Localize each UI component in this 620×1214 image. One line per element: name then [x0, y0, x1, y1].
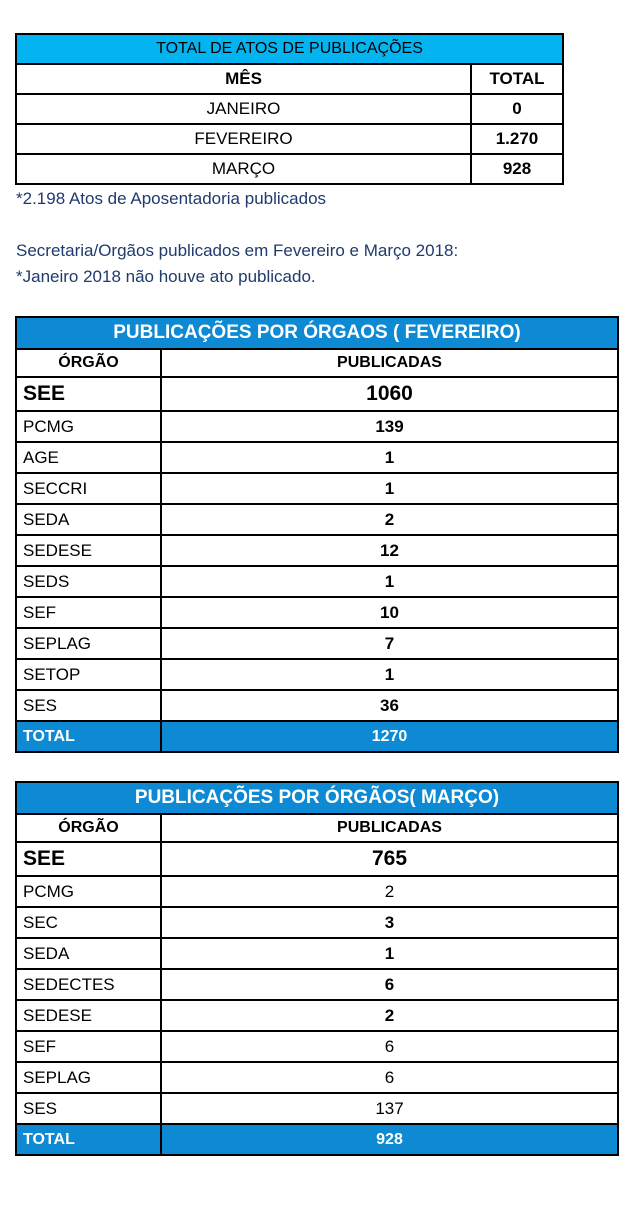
table-row: SEPLAG 7: [15, 627, 619, 660]
month-cell: FEVEREIRO: [15, 123, 472, 155]
org-cell: SEE: [15, 841, 162, 877]
org-cell: SEF: [15, 1030, 162, 1063]
fevereiro-table: PUBLICAÇÕES POR ÓRGAOS ( FEVEREIRO) ÓRGÃ…: [15, 316, 619, 753]
value-cell: 139: [160, 410, 619, 443]
org-cell: SEDS: [15, 565, 162, 598]
value-cell: 10: [160, 596, 619, 629]
value-cell: 36: [160, 689, 619, 722]
org-cell: SEDESE: [15, 999, 162, 1032]
total-label: TOTAL: [15, 1123, 162, 1156]
value-cell: 765: [160, 841, 619, 877]
month-cell: JANEIRO: [15, 93, 472, 125]
table-title: PUBLICAÇÕES POR ÓRGÃOS( MARÇO): [15, 781, 619, 815]
total-label: TOTAL: [15, 720, 162, 753]
value-cell: 1: [160, 472, 619, 505]
org-cell: SEF: [15, 596, 162, 629]
table-title: PUBLICAÇÕES POR ÓRGAOS ( FEVEREIRO): [15, 316, 619, 350]
table-row: MARÇO 928: [15, 153, 564, 185]
org-cell: SECCRI: [15, 472, 162, 505]
value-cell: 1: [160, 658, 619, 691]
column-header-total: TOTAL: [470, 63, 564, 95]
value-cell: 12: [160, 534, 619, 567]
table-row: AGE 1: [15, 441, 619, 474]
table-row: SEE 1060: [15, 376, 619, 412]
table-row: SEDS 1: [15, 565, 619, 598]
table-row: SES 137: [15, 1092, 619, 1125]
value-cell: 1: [160, 565, 619, 598]
table-row: PCMG 2: [15, 875, 619, 908]
table-row: SEDESE 12: [15, 534, 619, 567]
table-row: FEVEREIRO 1.270: [15, 123, 564, 155]
column-header-orgao: ÓRGÃO: [15, 348, 162, 378]
marco-table: PUBLICAÇÕES POR ÓRGÃOS( MARÇO) ÓRGÃO PUB…: [15, 781, 619, 1156]
table-row: SEC 3: [15, 906, 619, 939]
table-row: SETOP 1: [15, 658, 619, 691]
table-row: SECCRI 1: [15, 472, 619, 505]
note-aposentadoria: *2.198 Atos de Aposentadoria publicados: [16, 189, 327, 208]
total-value: 928: [160, 1123, 619, 1156]
column-header-mes: MÊS: [15, 63, 472, 95]
value-cell: 6: [160, 1030, 619, 1063]
column-header-orgao: ÓRGÃO: [15, 813, 162, 843]
table-row: SEF 6: [15, 1030, 619, 1063]
value-cell: 137: [160, 1092, 619, 1125]
table-row: SEDESE 2: [15, 999, 619, 1032]
org-cell: PCMG: [15, 410, 162, 443]
org-cell: SEDA: [15, 937, 162, 970]
value-cell: 2: [160, 503, 619, 536]
total-value: 1270: [160, 720, 619, 753]
value-cell: 1060: [160, 376, 619, 412]
total-atos-table: TOTAL DE ATOS DE PUBLICAÇÕES MÊS TOTAL J…: [15, 33, 564, 185]
org-cell: SEDESE: [15, 534, 162, 567]
table-title: TOTAL DE ATOS DE PUBLICAÇÕES: [15, 33, 564, 65]
org-cell: SETOP: [15, 658, 162, 691]
value-cell: 2: [160, 875, 619, 908]
org-cell: SEDA: [15, 503, 162, 536]
total-row: TOTAL 1270: [15, 720, 619, 753]
org-cell: SEPLAG: [15, 627, 162, 660]
total-cell: 928: [470, 153, 564, 185]
table-row: SEE 765: [15, 841, 619, 877]
table-row: SES 36: [15, 689, 619, 722]
org-cell: SEDECTES: [15, 968, 162, 1001]
table-row: PCMG 139: [15, 410, 619, 443]
total-cell: 1.270: [470, 123, 564, 155]
org-cell: SEC: [15, 906, 162, 939]
value-cell: 1: [160, 937, 619, 970]
org-cell: SES: [15, 689, 162, 722]
table-row: SEDECTES 6: [15, 968, 619, 1001]
month-cell: MARÇO: [15, 153, 472, 185]
note-secretaria: Secretaria/Orgãos publicados em Fevereir…: [16, 241, 459, 260]
org-cell: SEE: [15, 376, 162, 412]
value-cell: 2: [160, 999, 619, 1032]
value-cell: 1: [160, 441, 619, 474]
column-header-publicadas: PUBLICADAS: [160, 813, 619, 843]
org-cell: SES: [15, 1092, 162, 1125]
value-cell: 3: [160, 906, 619, 939]
value-cell: 7: [160, 627, 619, 660]
table-row: SEF 10: [15, 596, 619, 629]
org-cell: AGE: [15, 441, 162, 474]
column-header-publicadas: PUBLICADAS: [160, 348, 619, 378]
value-cell: 6: [160, 1061, 619, 1094]
table-row: SEDA 1: [15, 937, 619, 970]
table-row: SEPLAG 6: [15, 1061, 619, 1094]
org-cell: PCMG: [15, 875, 162, 908]
total-cell: 0: [470, 93, 564, 125]
note-janeiro: *Janeiro 2018 não houve ato publicado.: [16, 267, 316, 286]
value-cell: 6: [160, 968, 619, 1001]
table-row: JANEIRO 0: [15, 93, 564, 125]
total-row: TOTAL 928: [15, 1123, 619, 1156]
table-row: SEDA 2: [15, 503, 619, 536]
org-cell: SEPLAG: [15, 1061, 162, 1094]
